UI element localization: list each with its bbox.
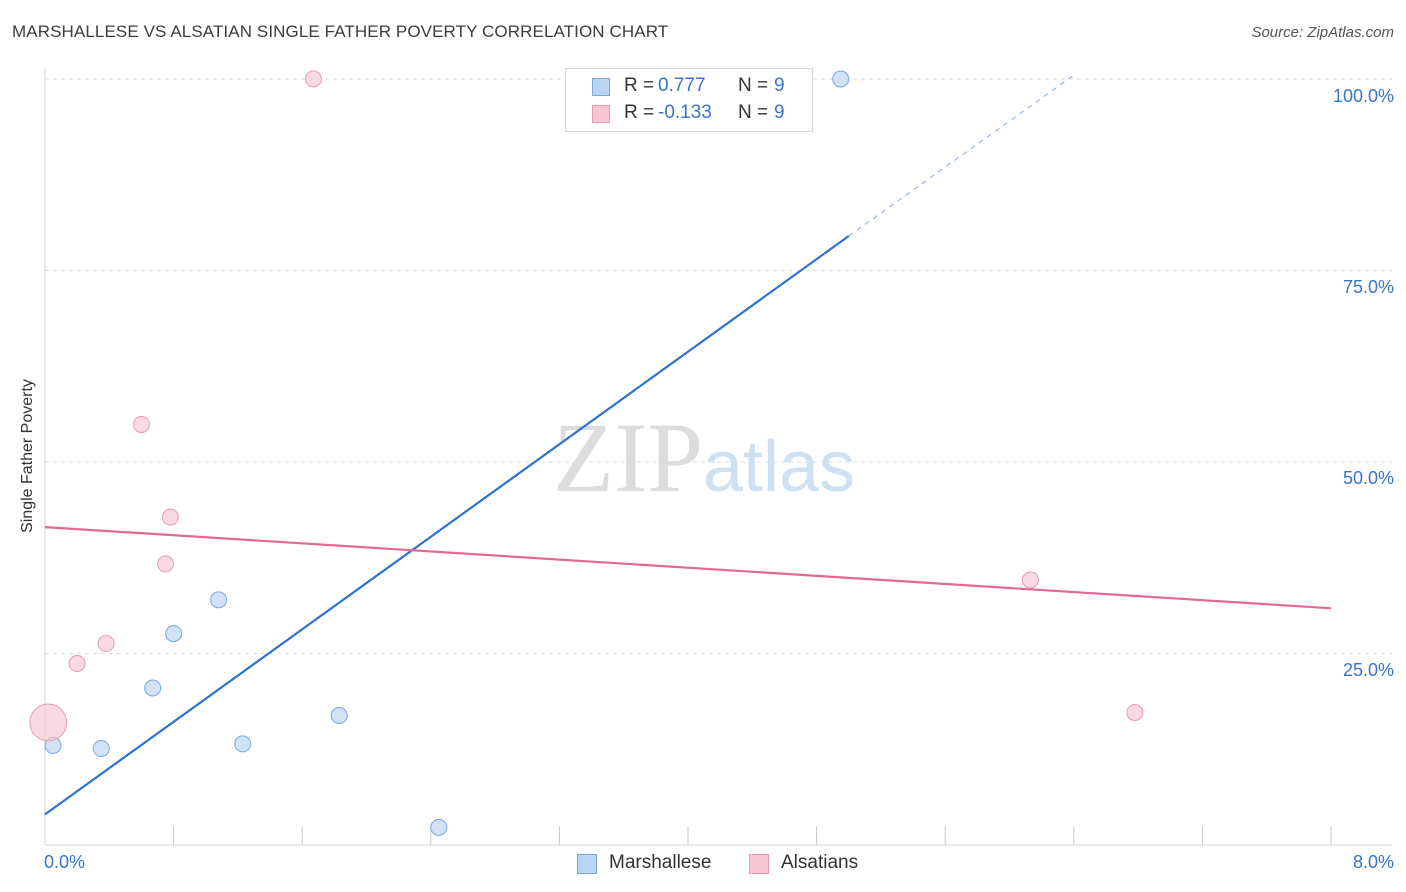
alsatians-point [97, 635, 115, 653]
alsatians-point [304, 70, 322, 88]
marshallese-legend-label: Marshallese [609, 852, 712, 873]
x-tick-label-min: 0.0% [44, 852, 86, 872]
marshallese-point [144, 679, 162, 697]
watermark: ZIPatlas [553, 400, 855, 515]
legend-n-label: N = [738, 102, 769, 123]
y-tick-label-25: 25.0% [1342, 660, 1394, 680]
marshallese-point [210, 591, 228, 609]
alsatians-swatch [592, 105, 610, 123]
alsatians-point [132, 415, 150, 433]
marshallese-swatch [592, 78, 610, 96]
y-tick-label-100: 100.0% [1332, 86, 1394, 106]
marshallese-legend-swatch [577, 854, 597, 874]
alsatians-point [1126, 703, 1144, 721]
marshallese-trend-line [44, 235, 850, 816]
alsatians-point [157, 555, 175, 573]
y-tick-label-50: 50.0% [1342, 468, 1394, 488]
alsatians-legend-label: Alsatians [781, 852, 859, 873]
marshallese-trend-extension [848, 74, 1075, 237]
alsatians-point [161, 508, 179, 526]
legend-r-value: -0.133 [658, 102, 712, 123]
marshallese-point [165, 625, 183, 643]
marshallese-point [430, 818, 448, 836]
source-label: Source: ZipAtlas.com [1251, 24, 1394, 41]
alsatians-point [29, 703, 68, 742]
legend-r-value: 0.777 [658, 75, 706, 96]
watermark-zip: ZIP [553, 402, 703, 513]
alsatians-point [68, 654, 86, 672]
watermark-atlas: atlas [703, 427, 856, 507]
correlation-legend: R = 0.777 N = 9 R = -0.133 N = 9 [565, 68, 813, 132]
legend-n-value: 9 [774, 102, 785, 123]
legend-n-label: N = [738, 75, 769, 96]
x-tick-label-max: 8.0% [1352, 852, 1394, 872]
marshallese-point [92, 739, 110, 757]
legend-r-label: R = [624, 75, 655, 96]
alsatians-point [1021, 571, 1039, 589]
alsatians-legend-swatch [749, 854, 769, 874]
marshallese-point [330, 707, 348, 725]
legend-n-value: 9 [774, 75, 785, 96]
y-tick-label-75: 75.0% [1342, 277, 1394, 297]
marshallese-point [832, 70, 850, 88]
legend-r-label: R = [624, 102, 655, 123]
marshallese-point [234, 735, 252, 753]
chart-title: MARSHALLESE VS ALSATIAN SINGLE FATHER PO… [12, 22, 669, 41]
alsatians-trend-line [44, 526, 1332, 610]
